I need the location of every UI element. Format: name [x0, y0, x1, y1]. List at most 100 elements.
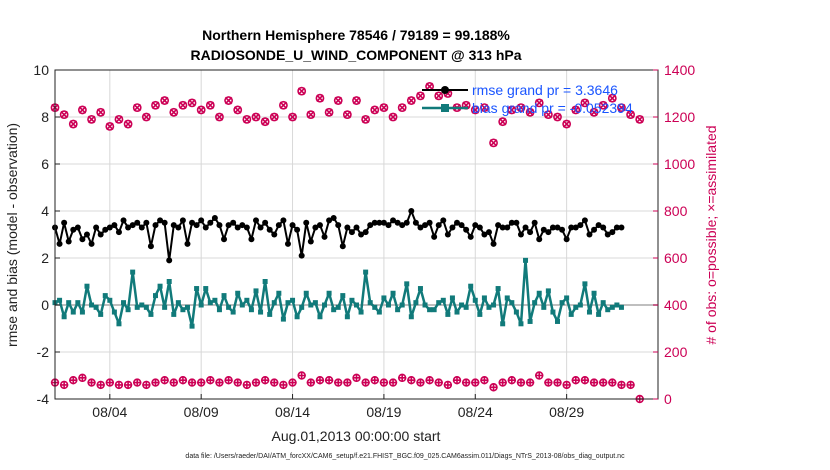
obs-possible-point: [635, 114, 645, 124]
bias-point: [618, 304, 624, 310]
bias-point: [481, 295, 487, 301]
bias-point: [335, 304, 341, 310]
rmse-point: [600, 224, 607, 231]
y-tick-label-right: 800: [664, 203, 688, 219]
y-tick-label-right: 600: [664, 250, 688, 266]
rmse-point: [330, 215, 337, 222]
bias-point: [180, 307, 186, 313]
bias-point: [84, 283, 90, 289]
obs-possible-cross: [288, 113, 297, 121]
bias-point: [98, 311, 104, 317]
rmse-point: [289, 222, 296, 229]
obs-assimilated-cross: [462, 378, 471, 387]
bias-point: [541, 304, 547, 310]
obs-assimilated-cross: [96, 380, 105, 389]
obs-possible-cross: [170, 108, 178, 117]
bias-point: [194, 286, 200, 292]
bias-point: [134, 304, 140, 310]
rmse-point: [367, 222, 374, 229]
bias-point: [564, 295, 570, 301]
obs-possible-point: [626, 110, 635, 120]
rmse-point: [371, 219, 378, 226]
rmse-point: [303, 219, 310, 226]
obs-possible-point: [187, 98, 197, 108]
rmse-series: [52, 208, 625, 264]
x-tick-label: 08/09: [184, 404, 219, 420]
rmse-point: [517, 231, 524, 238]
obs-assimilated-cross: [69, 376, 78, 385]
bias-point: [381, 295, 387, 301]
rmse-point: [312, 224, 319, 231]
obs-possible-cross: [78, 106, 87, 114]
obs-assimilated-cross: [297, 371, 306, 380]
rmse-point: [390, 217, 397, 224]
rmse-point: [426, 219, 433, 226]
obs-possible-cross: [307, 110, 315, 119]
obs-possible-point: [562, 119, 572, 129]
obs-assimilated-cross: [160, 376, 169, 385]
rmse-point: [111, 222, 118, 229]
rmse-point: [189, 219, 196, 226]
bias-series: [52, 257, 624, 329]
obs-assimilated-cross: [571, 376, 580, 385]
rmse-point: [467, 233, 474, 240]
y-axis-left: -4 -2 0 2 4 6 8 10: [33, 62, 60, 407]
bias-point: [262, 279, 268, 284]
x-tick-label: 08/14: [275, 404, 310, 420]
bias-point: [244, 297, 250, 303]
bias-point: [340, 293, 346, 299]
rmse-point: [134, 219, 141, 226]
y-tick-label-left: 6: [41, 156, 49, 172]
rmse-point: [362, 229, 369, 236]
obs-possible-cross: [87, 115, 96, 124]
bias-point: [367, 300, 373, 306]
rmse-point: [422, 222, 429, 229]
rmse-point: [618, 224, 625, 231]
rmse-point: [280, 217, 287, 224]
bias-point: [422, 302, 428, 308]
rmse-point: [444, 231, 451, 238]
obs-possible-point: [315, 93, 325, 103]
obs-possible-cross: [297, 87, 306, 95]
bias-point: [290, 297, 296, 303]
rmse-point: [202, 224, 209, 231]
rmse-point: [175, 224, 182, 231]
footnote-data-file: data file: /Users/raeder/DAI/ATM_forcXX/…: [185, 453, 625, 460]
obs-assimilated-cross: [343, 378, 352, 387]
bias-point: [486, 304, 492, 310]
obs-possible-point: [269, 112, 279, 122]
rmse-point: [83, 231, 90, 238]
rmse-point: [307, 238, 314, 245]
obs-possible-point: [169, 107, 179, 117]
bias-point: [427, 307, 433, 313]
rmse-point: [257, 224, 264, 231]
obs-possible-cross: [581, 99, 589, 107]
obs-assimilated-cross: [224, 376, 233, 385]
bias-point: [239, 302, 245, 308]
bias-point: [271, 300, 277, 306]
rmse-point: [522, 224, 529, 231]
obs-possible-point: [617, 103, 626, 112]
legend-rmse-label: rmse grand pr = 3.3646: [472, 82, 618, 98]
obs-assimilated-cross: [78, 373, 87, 382]
obs-assimilated-cross: [169, 378, 178, 387]
rmse-point: [284, 240, 291, 247]
obs-assimilated-cross: [178, 376, 187, 385]
obs-possible-point: [607, 93, 617, 103]
bias-point: [372, 304, 378, 310]
plot-frame: [54, 69, 659, 400]
rmse-point: [321, 233, 328, 240]
bias-point: [303, 290, 309, 296]
y-tick-label-right: 0: [664, 391, 672, 407]
obs-assimilated-cross: [370, 376, 379, 385]
bias-point: [258, 309, 264, 315]
bias-point: [385, 302, 391, 308]
y-tick-label-left: 8: [41, 109, 49, 125]
obs-possible-cross: [498, 117, 507, 126]
bias-point: [157, 283, 163, 289]
obs-assimilated-cross: [425, 376, 434, 385]
obs-assimilated-cross: [87, 378, 96, 387]
bias-point: [130, 269, 136, 275]
obs-possible-point: [333, 96, 343, 105]
obs-possible-cross: [224, 96, 233, 105]
